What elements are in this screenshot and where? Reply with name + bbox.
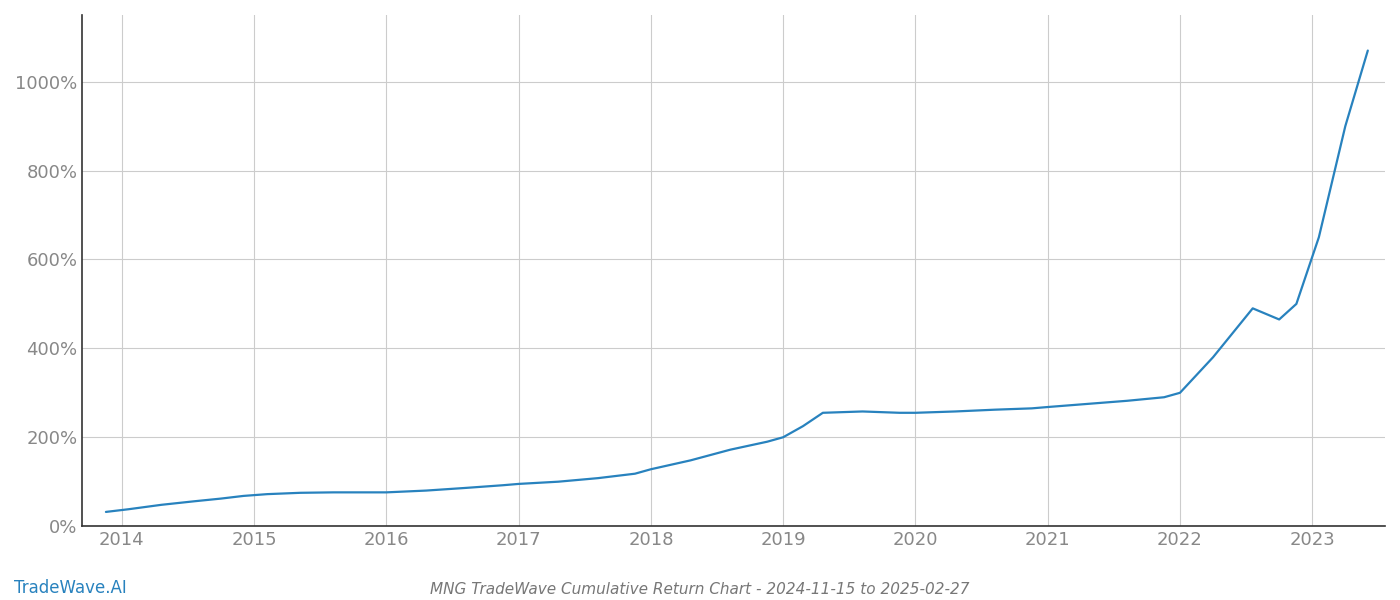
Text: TradeWave.AI: TradeWave.AI xyxy=(14,579,127,597)
Text: MNG TradeWave Cumulative Return Chart - 2024-11-15 to 2025-02-27: MNG TradeWave Cumulative Return Chart - … xyxy=(430,582,970,597)
